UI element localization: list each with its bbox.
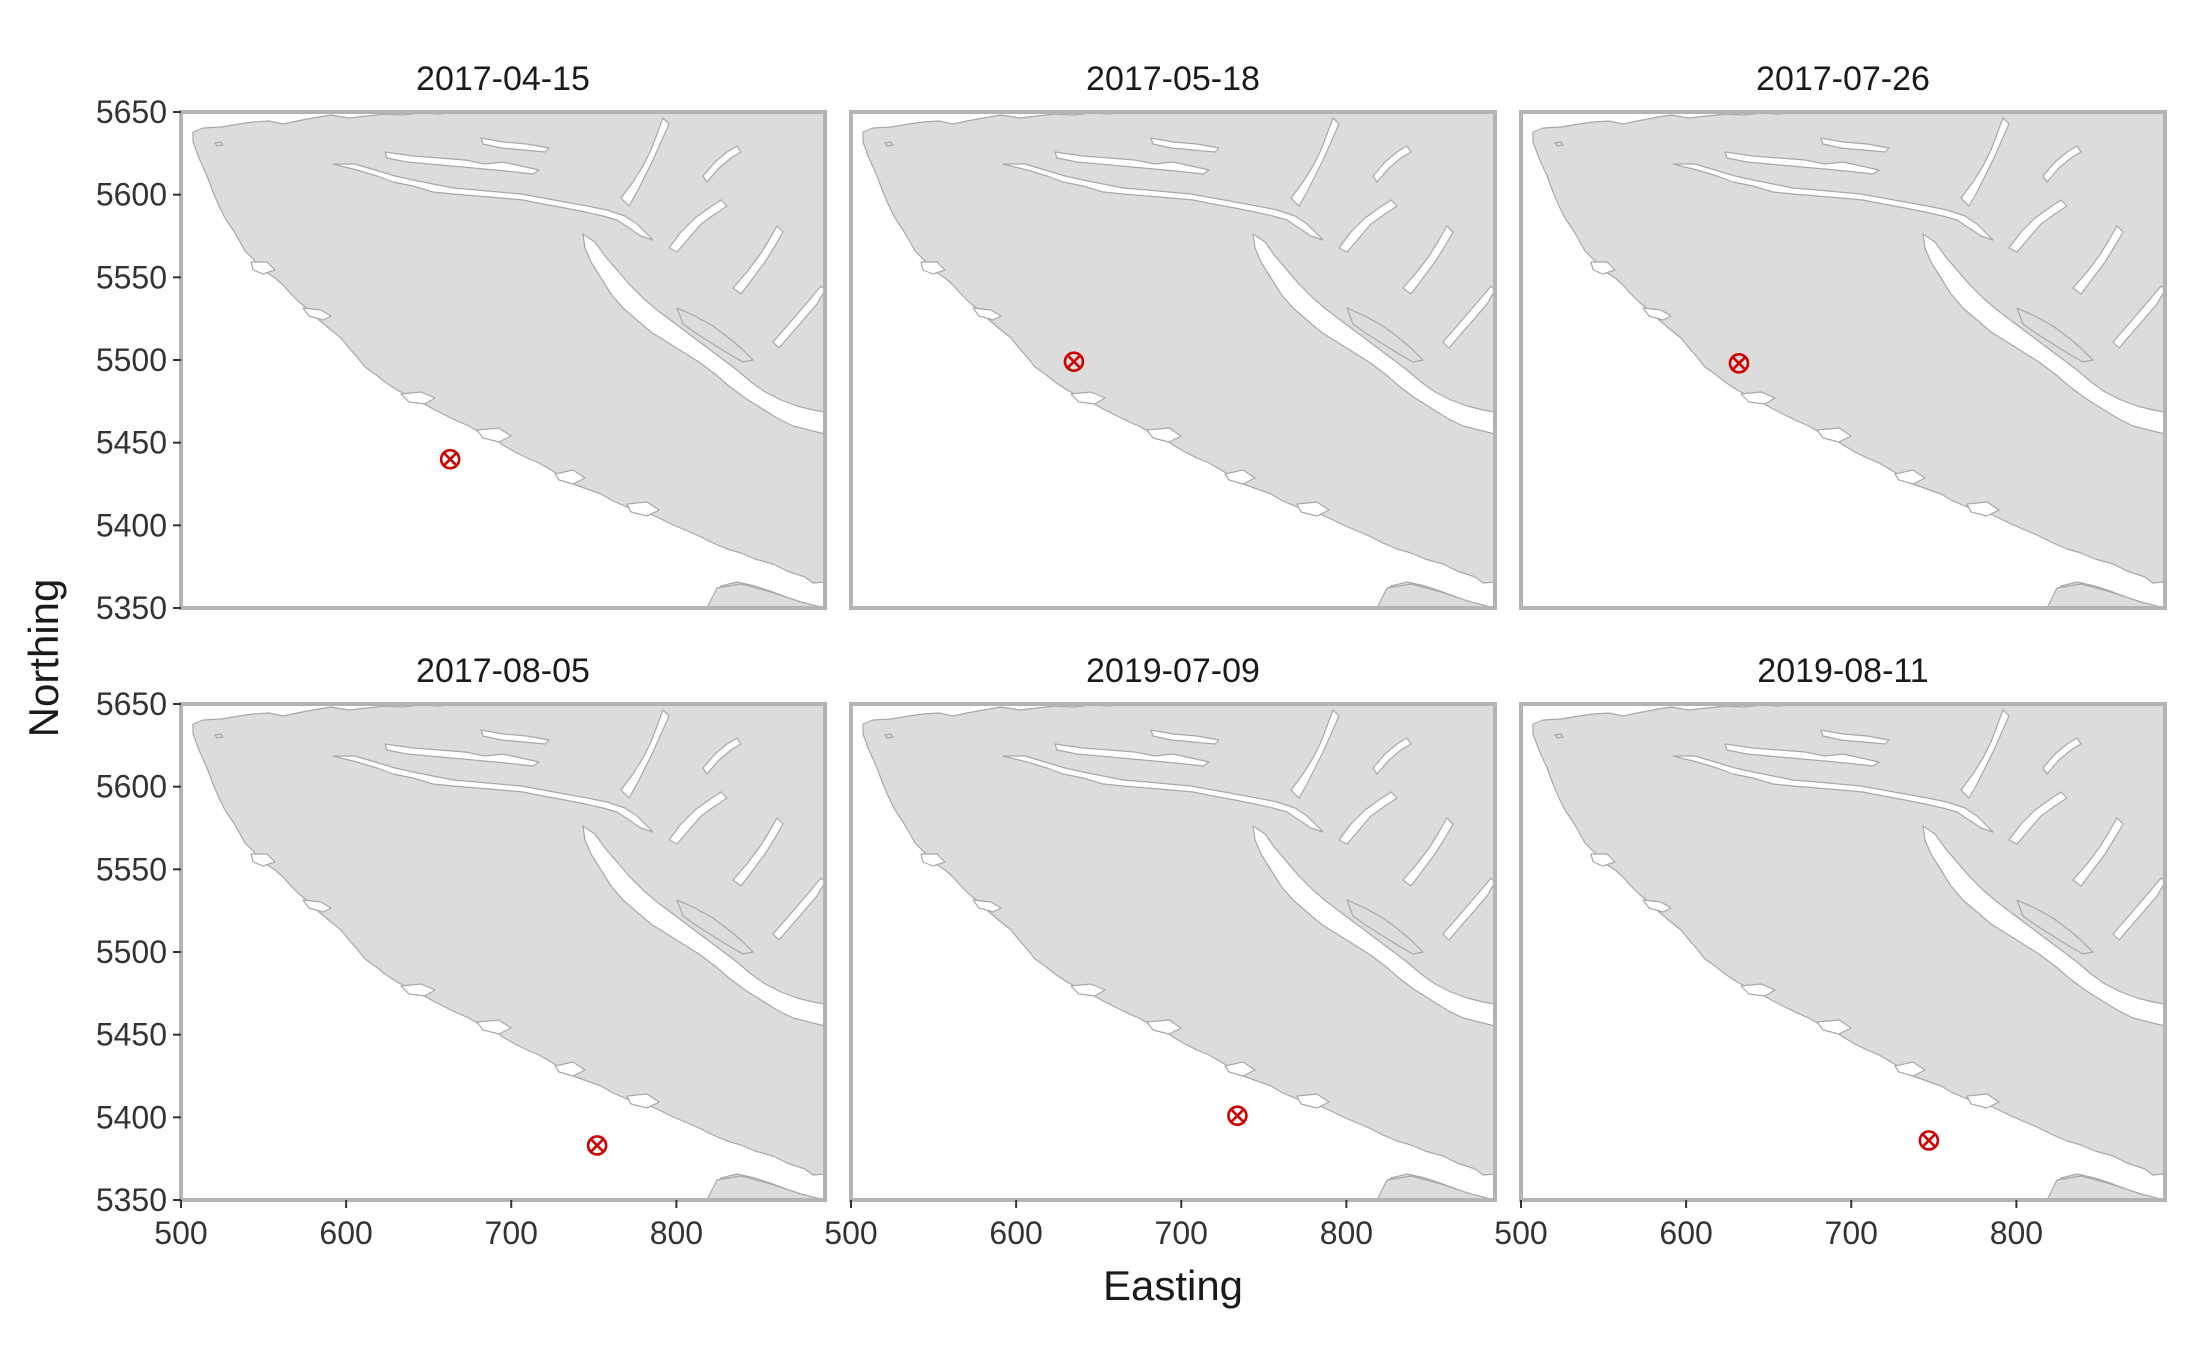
y-tick-label: 5550 [96, 259, 167, 295]
panel-date-title: 2017-05-18 [1086, 60, 1260, 98]
x-tick-label: 600 [1659, 1215, 1712, 1251]
panel-date-title: 2017-08-05 [416, 652, 590, 690]
y-tick-label: 5500 [96, 342, 167, 378]
panel-date-title: 2019-08-11 [1757, 652, 1928, 690]
panel-frame [1519, 110, 2167, 610]
coastline-map [862, 704, 1495, 1200]
location-marker-icon [1728, 353, 1750, 374]
map-panel: 2019-08-11 500 600 700 800 [1494, 652, 2167, 1251]
location-marker-icon [439, 448, 461, 470]
panel-date-title: 2017-07-26 [1756, 60, 1930, 98]
panel-frame [849, 702, 1497, 1202]
map-panel: 2017-05-18 [849, 60, 1497, 610]
panel-frame [849, 110, 1497, 610]
y-tick-label: 5600 [96, 177, 167, 213]
location-marker-icon [1227, 1105, 1248, 1126]
x-tick-label: 800 [650, 1215, 703, 1251]
panel-date-title: 2019-07-09 [1086, 652, 1260, 690]
x-tick-label: 500 [1494, 1215, 1547, 1251]
location-marker-icon [586, 1135, 608, 1156]
y-tick-label: 5650 [96, 94, 167, 130]
y-tick-label: 5400 [96, 1099, 167, 1135]
x-tick-label: 800 [1320, 1215, 1373, 1251]
x-tick-label: 500 [824, 1215, 877, 1251]
y-tick-label: 5650 [96, 686, 167, 722]
map-panel: 2019-07-09 500 600 700 800 [824, 652, 1497, 1251]
coastline-map [862, 112, 1495, 608]
map-panel: 2017-08-05 5650 5600 5550 5500 5450 5400 535050… [96, 652, 827, 1251]
y-tick-label: 5350 [96, 590, 167, 626]
y-tick-label: 5350 [96, 1182, 167, 1218]
y-tick-label: 5550 [96, 851, 167, 887]
y-tick-label: 5500 [96, 934, 167, 970]
coastline-map [192, 704, 825, 1200]
y-axis-title: Northing [20, 579, 67, 738]
x-tick-label: 600 [319, 1215, 372, 1251]
x-tick-label: 800 [1990, 1215, 2043, 1251]
x-tick-label: 700 [1155, 1215, 1208, 1251]
x-tick-label: 700 [485, 1215, 538, 1251]
x-tick-label: 700 [1825, 1215, 1878, 1251]
coastline-map [192, 112, 825, 608]
y-tick-label: 5600 [96, 769, 167, 805]
x-tick-label: 500 [154, 1215, 207, 1251]
y-tick-label: 5400 [96, 507, 167, 543]
coastline-map [1532, 704, 2165, 1200]
coastline-map [1532, 112, 2165, 608]
map-panel: 2017-07-26 [1519, 60, 2167, 610]
y-tick-label: 5450 [96, 1017, 167, 1053]
map-panel: 2017-04-15 5650 5600 5550 5500 5450 5400 5350 [96, 60, 827, 626]
x-tick-label: 600 [989, 1215, 1042, 1251]
location-marker-icon [1063, 351, 1085, 372]
y-tick-label: 5450 [96, 425, 167, 461]
panel-date-title: 2017-04-15 [416, 60, 590, 98]
panel-frame [1519, 702, 2167, 1202]
location-marker-icon [1918, 1130, 1940, 1151]
x-axis-title: Easting [1103, 1262, 1243, 1309]
